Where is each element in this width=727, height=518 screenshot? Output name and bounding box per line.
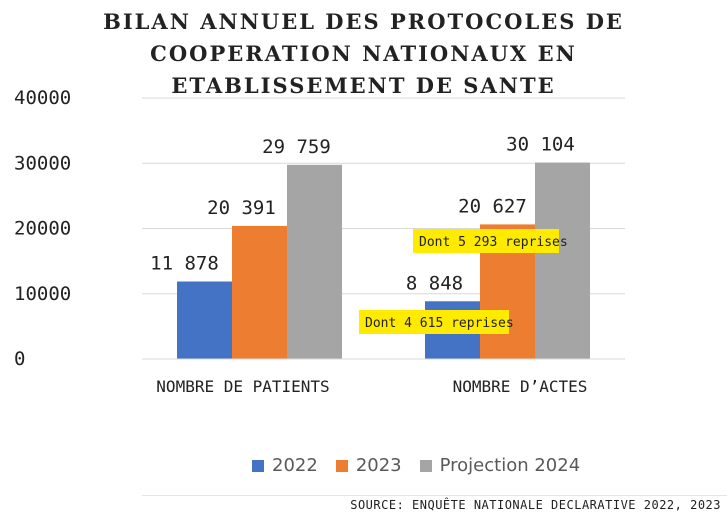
legend-label-2022: 2022	[272, 455, 318, 476]
legend-swatch-projection-2024	[419, 459, 432, 472]
source-note: SOURCE: ENQUÊTE NATIONALE DECLARATIVE 20…	[350, 498, 721, 512]
y-tick-label: 40000	[14, 87, 71, 109]
bar-projection-2024-1[interactable]	[535, 162, 590, 359]
legend-item-2022[interactable]: 2022	[252, 455, 318, 476]
chart-title: BILAN ANNUEL DES PROTOCOLES DE COOPERATI…	[0, 6, 727, 102]
annotation-box	[359, 310, 509, 334]
x-category-label: NOMBRE DE PATIENTS	[156, 377, 329, 396]
legend-swatch-2022	[252, 459, 264, 472]
chart-title-line-2: COOPERATION NATIONAUX EN	[150, 41, 577, 66]
y-tick-label: 30000	[14, 152, 71, 174]
data-label: 11 878	[150, 252, 219, 274]
data-label: 8 848	[406, 272, 463, 294]
legend-item-2023[interactable]: 2023	[335, 455, 402, 476]
legend-swatch-2023	[335, 459, 348, 472]
y-tick-label: 0	[14, 348, 25, 370]
chart-title-line-1: BILAN ANNUEL DES PROTOCOLES DE	[103, 9, 624, 34]
legend-label-projection-2024: Projection 2024	[439, 455, 581, 476]
chart-legend: 2022 2023 Projection 2024	[252, 455, 598, 476]
annotation-label: Dont 5 293 reprises	[419, 235, 568, 250]
data-label: 20 627	[458, 195, 527, 217]
legend-item-projection-2024[interactable]: Projection 2024	[419, 455, 581, 476]
legend-label-2023: 2023	[355, 455, 402, 476]
bar-2023-0[interactable]	[232, 225, 287, 359]
data-label: 29 759	[262, 136, 331, 158]
bar-chart: 0 10000 20000 30000 40000 11 878 8 848 20 391 20…	[14, 87, 625, 396]
annotation-box	[413, 229, 559, 253]
y-tick-label: 10000	[14, 283, 71, 305]
data-label: 30 104	[506, 134, 575, 156]
chart-title-line-3: ETABLISSEMENT DE SANTE	[171, 73, 556, 98]
bar-projection-2024-0[interactable]	[287, 164, 342, 359]
annotation-label: Dont 4 615 reprises	[365, 316, 514, 331]
x-category-label: NOMBRE D’ACTES	[453, 377, 588, 396]
footer-divider	[142, 495, 727, 496]
y-tick-label: 20000	[14, 218, 71, 240]
data-label: 20 391	[207, 197, 276, 219]
bar-2022-0[interactable]	[177, 281, 232, 359]
